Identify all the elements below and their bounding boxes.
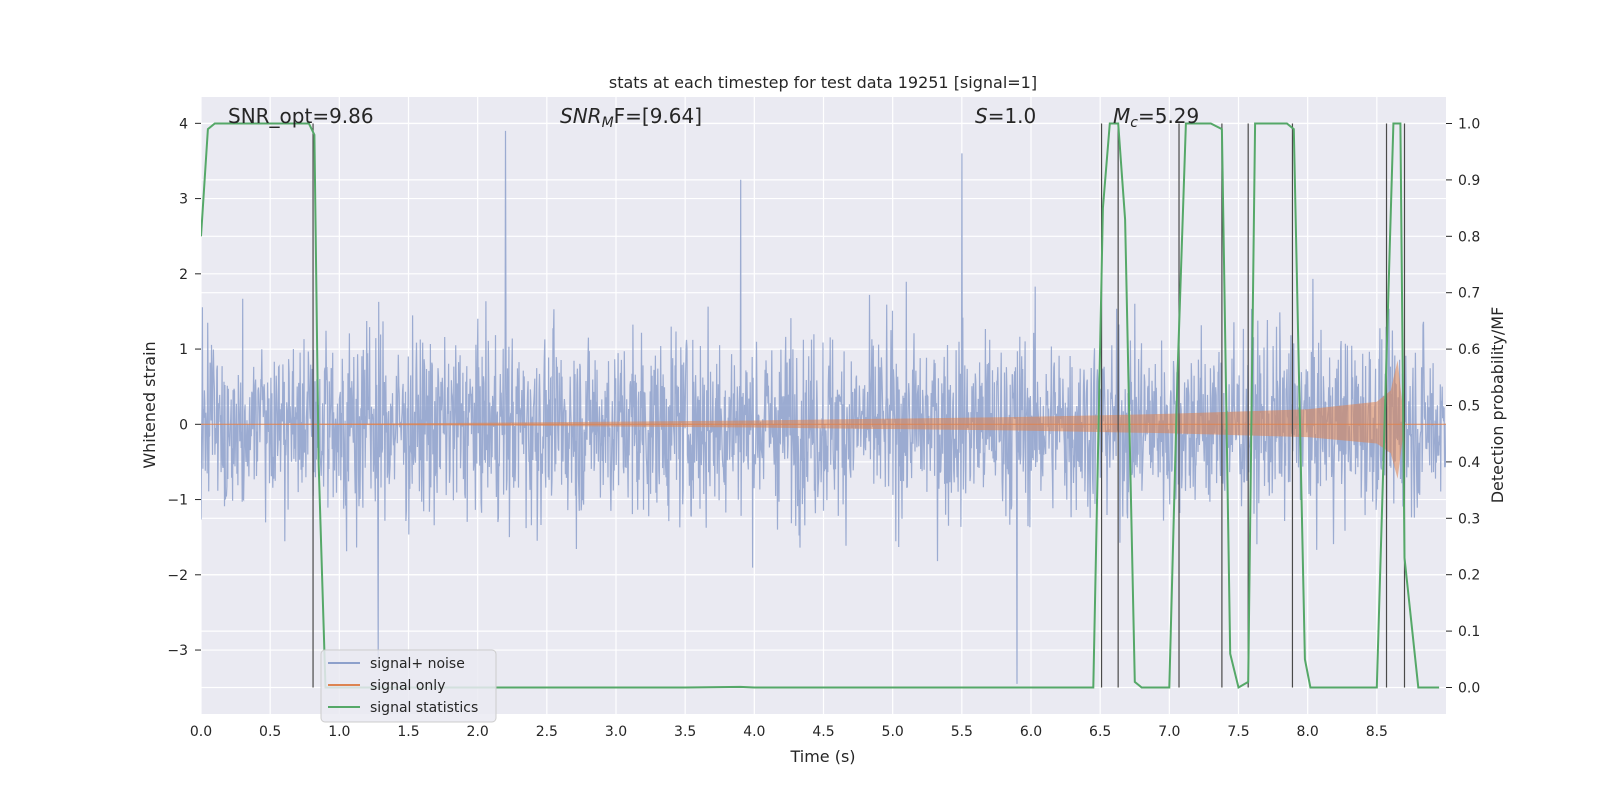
legend: signal+ noise signal only signal statist… [320,649,497,723]
legend-label-signal-only: signal only [370,678,445,694]
x-tick-label: 3.5 [674,724,696,740]
y-axis-left-ticks: −3 −2 −1 0 1 2 3 4 [167,116,201,659]
y-axis-right-ticks: 0.0 0.1 0.2 0.3 0.4 0.5 0.6 0.7 0.8 0.9 1.0 [1446,117,1480,696]
y-right-tick-label: 0.8 [1458,229,1480,245]
y-left-tick-label: −2 [167,568,188,584]
series-signal-only-band [201,360,1405,479]
legend-label-signal-noise: signal+ noise [370,656,465,672]
y-right-tick-label: 0.0 [1458,680,1480,696]
x-tick-label: 0.5 [259,724,281,740]
x-tick-label: 4.0 [743,724,765,740]
x-tick-label: 0.0 [190,724,212,740]
annotation-mc: Mc=5.29 [1113,104,1199,131]
annotation-snr-mf: SNRMF=[9.64] [560,104,702,131]
detection-marker-lines [312,123,1406,688]
x-tick-label: 2.5 [536,724,558,740]
y-left-tick-label: 2 [179,267,188,283]
chart-title: stats at each timestep for test data 192… [609,73,1037,92]
x-tick-label: 4.5 [812,724,834,740]
x-tick-label: 8.0 [1297,724,1319,740]
legend-label-signal-statistics: signal statistics [370,700,478,716]
legend-box [320,649,497,723]
annotation-snr-opt: SNR_opt=9.86 [228,104,374,128]
y-right-tick-label: 0.1 [1458,624,1480,640]
series-signal-statistics-line [201,122,1440,690]
y-axis-left-label: Whitened strain [140,341,159,468]
y-left-tick-label: 0 [179,417,188,433]
x-tick-label: 6.0 [1020,724,1042,740]
y-right-tick-label: 0.6 [1458,342,1480,358]
x-tick-label: 5.0 [882,724,904,740]
y-right-tick-label: 0.3 [1458,511,1480,527]
y-right-tick-label: 0.5 [1458,399,1480,415]
x-axis-ticks: 0.0 0.5 1.0 1.5 2.0 2.5 3.0 3.5 4.0 4.5 5.0 5.5 6.0 6… [190,724,1388,740]
x-tick-label: 8.5 [1366,724,1388,740]
y-left-tick-label: 3 [179,192,188,208]
annotation-s: S=1.0 [975,104,1036,128]
x-tick-label: 7.0 [1158,724,1180,740]
x-tick-label: 1.0 [328,724,350,740]
x-tick-label: 3.0 [605,724,627,740]
y-left-tick-label: 1 [179,342,188,358]
x-tick-label: 6.5 [1089,724,1111,740]
y-left-tick-label: −3 [167,643,188,659]
y-right-tick-label: 0.4 [1458,455,1480,471]
y-right-tick-label: 0.2 [1458,568,1480,584]
y-axis-right-label: Detection probability/MF [1488,307,1507,504]
y-right-tick-label: 1.0 [1458,117,1480,133]
x-tick-label: 1.5 [397,724,419,740]
x-tick-label: 5.5 [951,724,973,740]
x-tick-label: 2.0 [467,724,489,740]
y-right-tick-label: 0.7 [1458,286,1480,302]
y-left-tick-label: −1 [167,493,188,509]
x-axis-label: Time (s) [789,747,855,766]
y-left-tick-label: 4 [179,116,188,132]
y-right-tick-label: 0.9 [1458,173,1480,189]
x-tick-label: 7.5 [1227,724,1249,740]
